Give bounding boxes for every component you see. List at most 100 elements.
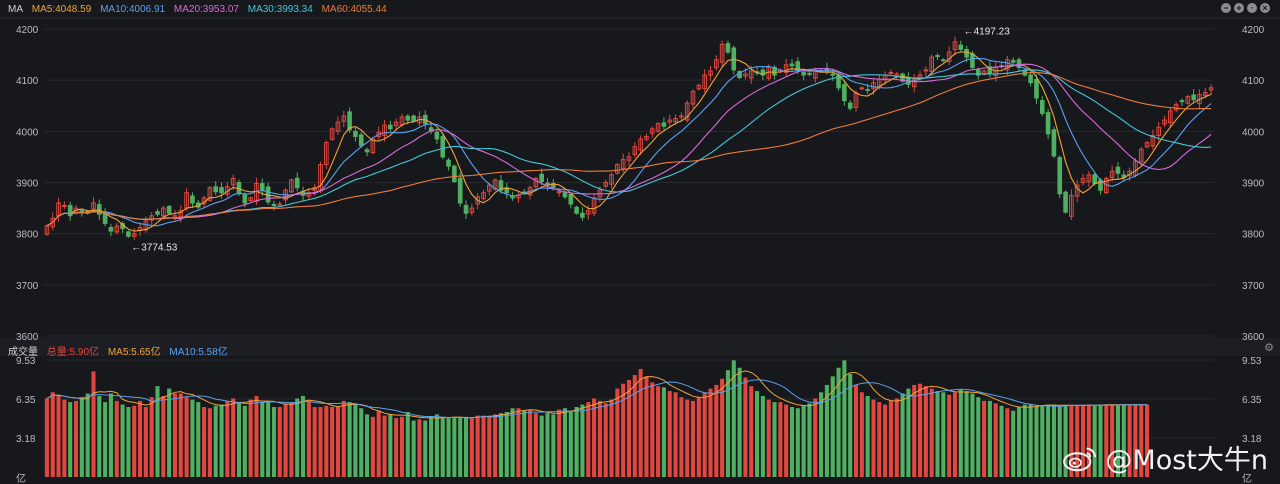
volume-bar	[871, 399, 876, 477]
volume-bar	[656, 386, 661, 477]
candle-body	[1109, 170, 1115, 179]
gear-icon[interactable]: ⚙	[1264, 342, 1274, 354]
candle-body	[1133, 160, 1138, 176]
volume-bar	[685, 399, 690, 477]
volume-tick-left: 亿	[16, 472, 26, 484]
candle-body	[801, 72, 806, 76]
candle-body	[1144, 142, 1150, 148]
candle-body	[172, 215, 178, 218]
volume-bar	[1139, 404, 1144, 477]
volume-bar	[725, 370, 730, 477]
volume-bar	[819, 392, 824, 477]
volume-tick-right: 3.18	[1242, 434, 1262, 445]
volume-bar	[85, 393, 90, 477]
candle-body	[760, 69, 766, 76]
volume-bar	[1063, 405, 1068, 477]
volume-bar	[702, 392, 707, 477]
candle-body	[568, 193, 574, 205]
volume-bar	[271, 407, 276, 477]
volume-bar	[114, 400, 119, 477]
candle-body	[370, 138, 376, 154]
volume-bar	[510, 408, 515, 477]
volume-bar	[592, 398, 597, 477]
candle-body	[1039, 100, 1045, 114]
candle-body	[533, 177, 539, 188]
candle-body	[1138, 148, 1144, 163]
volume-bar	[999, 405, 1004, 477]
volume-bar	[213, 405, 218, 477]
candle-body	[434, 131, 440, 140]
candle-body	[556, 191, 562, 194]
volume-bar	[242, 405, 247, 477]
candle-body	[108, 227, 114, 232]
candle-body	[620, 158, 626, 170]
candle-body	[539, 173, 544, 182]
candle-body	[970, 53, 975, 68]
candle-body	[859, 87, 865, 90]
volume-bar	[952, 392, 958, 477]
volume-bar	[132, 405, 137, 477]
volume-bar	[533, 413, 538, 477]
candle-body	[1016, 59, 1022, 68]
candle-body	[679, 115, 684, 118]
candle-body	[62, 205, 67, 208]
candle-body	[230, 177, 236, 186]
candle-body	[667, 119, 673, 123]
legend-ma60: MA60:4055.44	[321, 4, 387, 15]
volume-bar	[545, 413, 550, 477]
candle-body	[865, 88, 870, 91]
volume-bar	[795, 408, 800, 477]
candle-body	[743, 73, 748, 77]
volume-bar	[44, 398, 49, 477]
candle-body	[207, 187, 213, 201]
collapse-icon[interactable]: −	[1221, 3, 1231, 13]
volume-bar	[1034, 405, 1039, 477]
volume-bar	[749, 386, 754, 477]
volume-bar	[399, 416, 405, 477]
volume-ma10: MA10:5.58亿	[169, 347, 228, 358]
volume-bar	[1069, 405, 1074, 477]
volume-bar	[865, 395, 870, 477]
candle-body	[469, 207, 475, 213]
watermark: @Most大牛n	[1061, 438, 1268, 477]
volume-bar	[551, 414, 556, 477]
volume-bar	[1115, 404, 1120, 477]
volume-bar	[667, 391, 672, 477]
candle-body	[388, 124, 393, 130]
candle-body	[446, 159, 451, 167]
settings-circle-icon[interactable]: ·	[1247, 3, 1257, 13]
candle-body	[1168, 110, 1173, 124]
price-tick-right: 4100	[1242, 76, 1265, 87]
candle-body	[975, 69, 981, 76]
candle-body	[452, 165, 457, 182]
candle-body	[364, 149, 370, 153]
candle-body	[329, 128, 335, 140]
add-icon[interactable]: +	[1234, 3, 1244, 13]
volume-bar	[79, 397, 84, 477]
candle-body	[1010, 60, 1016, 63]
volume-bar	[720, 378, 725, 477]
candle-body	[911, 78, 917, 88]
volume-bar	[388, 414, 393, 477]
close-icon[interactable]: ×	[1260, 3, 1270, 13]
volume-bar	[231, 398, 236, 477]
volume-bar	[1075, 405, 1080, 477]
volume-bar	[138, 400, 143, 477]
volume-bar	[68, 402, 73, 477]
candle-body	[259, 183, 265, 191]
price-annotation: ←4197.23	[964, 26, 1011, 37]
volume-bar	[353, 404, 358, 477]
candle-body	[842, 84, 847, 102]
candle-body	[1063, 191, 1068, 213]
candle-body	[1045, 112, 1051, 135]
candle-body	[603, 182, 609, 187]
legend-ma30: MA30:3993.34	[247, 4, 313, 15]
candle-body	[1185, 96, 1191, 104]
candle-body	[1069, 194, 1074, 217]
candle-body	[1162, 119, 1167, 125]
candle-body	[178, 210, 184, 218]
volume-bar	[760, 395, 765, 477]
volume-bar	[91, 371, 96, 477]
volume-bar	[661, 387, 666, 477]
